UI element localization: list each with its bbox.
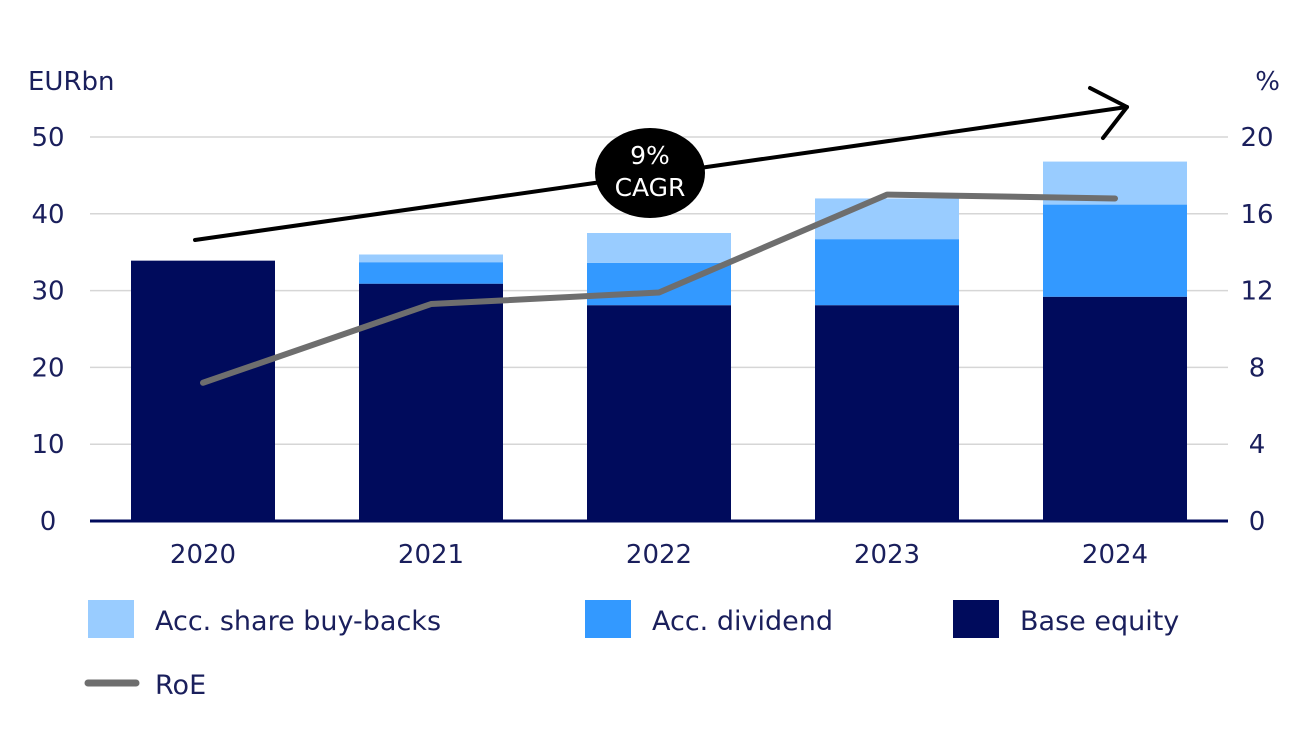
bar-base-equity (1043, 296, 1187, 521)
left-tick-label: 30 (31, 277, 64, 307)
cagr-badge: 9% CAGR (595, 128, 705, 218)
legend-label: Acc. share buy-backs (155, 606, 441, 637)
cagr-badge-label: CAGR (615, 173, 686, 202)
left-tick-label: 0 (40, 507, 57, 537)
right-axis-label: % (1255, 67, 1280, 97)
right-tick-label: 0 (1249, 507, 1266, 537)
x-tick-label: 2024 (1082, 540, 1148, 570)
bar-base-equity (815, 305, 959, 521)
bar-acc-share-buy-backs (587, 233, 731, 263)
cagr-badge-value: 9% (630, 141, 670, 170)
bar-acc-share-buy-backs (359, 254, 503, 263)
legend-label: Base equity (1020, 606, 1179, 637)
left-axis-ticks: 0 10 20 30 40 50 (31, 123, 64, 537)
x-tick-label: 2020 (170, 540, 236, 570)
right-tick-label: 4 (1249, 430, 1266, 460)
left-tick-label: 20 (31, 353, 64, 383)
roe-line-path (200, 191, 1118, 386)
legend-label: RoE (155, 670, 206, 701)
left-tick-label: 40 (31, 200, 64, 230)
x-tick-label: 2021 (398, 540, 464, 570)
cagr-badge-circle (595, 128, 705, 218)
bar-acc-dividend (815, 239, 959, 306)
right-tick-label: 16 (1240, 200, 1273, 230)
cagr-arrow-head (1088, 86, 1129, 140)
right-axis-ticks: 0 4 8 12 16 20 (1240, 123, 1273, 537)
right-tick-label: 8 (1249, 353, 1266, 383)
right-tick-label: 20 (1240, 123, 1273, 153)
x-axis-ticks: 2020 2021 2022 2023 2024 (170, 540, 1148, 570)
left-axis-label: EURbn (28, 67, 115, 97)
legend-label: Acc. dividend (652, 606, 833, 637)
bar-acc-dividend (1043, 204, 1187, 297)
legend-swatch (585, 600, 631, 638)
left-tick-label: 50 (31, 123, 64, 153)
bar-acc-dividend (359, 262, 503, 284)
roe-line (200, 191, 1118, 386)
bar-base-equity (587, 305, 731, 521)
x-tick-label: 2023 (854, 540, 920, 570)
legend: Acc. share buy-backs Acc. dividend Base eq… (84, 600, 1179, 701)
right-tick-label: 12 (1240, 277, 1273, 307)
x-tick-label: 2022 (626, 540, 692, 570)
left-tick-label: 10 (31, 430, 64, 460)
legend-swatch (88, 600, 134, 638)
legend-swatch (953, 600, 999, 638)
bar-acc-share-buy-backs (815, 198, 959, 240)
bar-base-equity (131, 260, 275, 521)
